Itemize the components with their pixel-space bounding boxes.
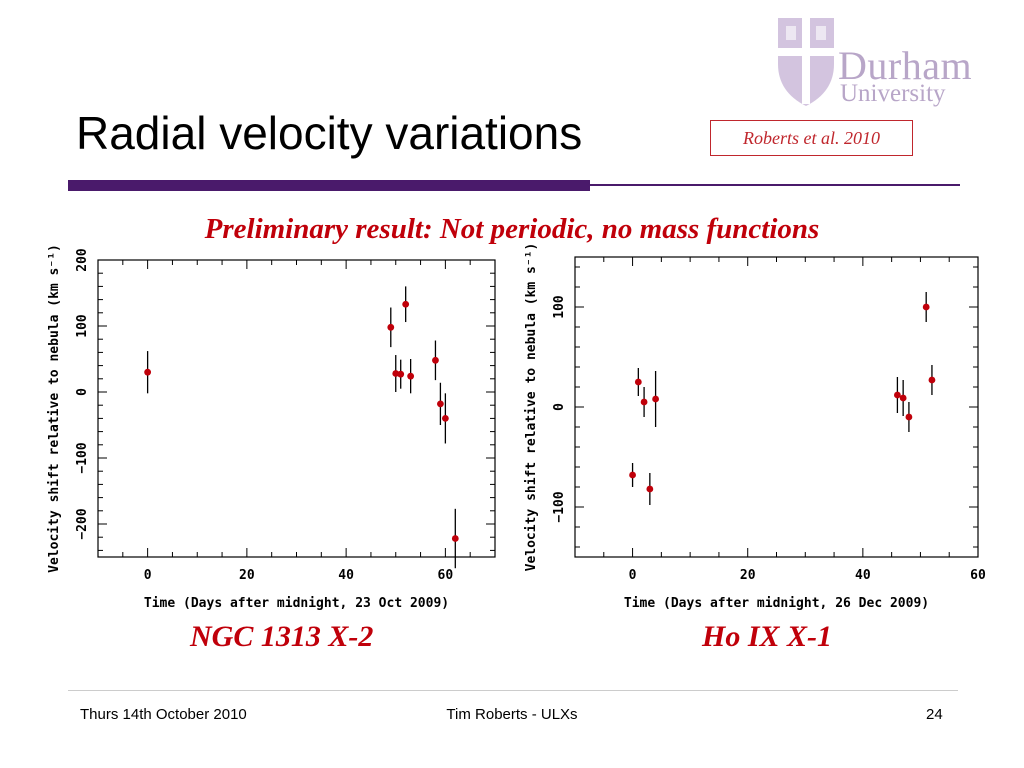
y-tick-label: −200 [75, 508, 90, 539]
chart-label-hoix: Ho IX X-1 [702, 620, 833, 653]
footer-date: Thurs 14th October 2010 [80, 706, 247, 723]
data-point [629, 471, 636, 479]
x-tick-label: 20 [740, 568, 756, 583]
y-tick-label: 100 [552, 295, 567, 319]
title-divider-thin [590, 184, 960, 186]
data-point [634, 378, 642, 386]
y-tick-label: −100 [75, 442, 90, 473]
y-tick-label: 0 [75, 388, 90, 396]
y-axis-label: Velocity shift relative to nebula (km s⁻… [524, 243, 539, 572]
citation-box: Roberts et al. 2010 [710, 120, 913, 156]
data-point [387, 323, 395, 331]
x-tick-label: 60 [970, 568, 986, 583]
logo-wordmark: Durham [838, 43, 973, 88]
x-tick-label: 0 [629, 568, 637, 583]
data-point [144, 368, 152, 376]
y-tick-label: 100 [75, 314, 90, 338]
data-point [397, 370, 405, 378]
durham-logo [778, 18, 834, 106]
data-point [432, 356, 439, 364]
data-point [441, 415, 449, 422]
plot-frame [574, 256, 979, 558]
y-tick-label: 0 [552, 403, 567, 411]
data-point [640, 398, 648, 406]
data-point [894, 391, 901, 399]
x-tick-label: 40 [338, 568, 354, 583]
data-point [928, 376, 936, 384]
data-point [899, 394, 907, 402]
data-point [451, 535, 459, 542]
x-axis-label: Time (Days after midnight, 26 Dec 2009) [624, 596, 929, 611]
chart-label-ngc1313: NGC 1313 X-2 [190, 620, 374, 653]
data-point [922, 303, 930, 311]
data-point [646, 485, 654, 493]
x-tick-label: 60 [438, 568, 454, 583]
data-point [402, 300, 410, 308]
y-tick-label: 200 [75, 248, 90, 272]
y-axis-label: Velocity shift relative to nebula (km s⁻… [47, 244, 62, 573]
footer-author: Tim Roberts - ULXs [446, 706, 578, 723]
data-point [437, 400, 444, 408]
x-tick-label: 20 [239, 568, 255, 583]
plot-frame [97, 259, 496, 558]
x-axis-label: Time (Days after midnight, 23 Oct 2009) [144, 596, 449, 611]
footer-divider [68, 690, 958, 691]
data-point [392, 370, 400, 377]
slide-subtitle: Preliminary result: Not periodic, no mas… [204, 213, 820, 245]
x-tick-label: 40 [855, 568, 871, 583]
data-point [407, 372, 415, 380]
durham-crest-icon [778, 18, 834, 106]
data-point [652, 395, 659, 403]
title-divider-thick [68, 180, 590, 191]
y-tick-label: −100 [552, 491, 567, 522]
data-point [905, 413, 913, 421]
slide-title: Radial velocity variations [76, 107, 583, 159]
x-tick-label: 0 [144, 568, 152, 583]
page-number: 24 [926, 706, 943, 723]
logo-subwordmark: University [840, 80, 946, 107]
